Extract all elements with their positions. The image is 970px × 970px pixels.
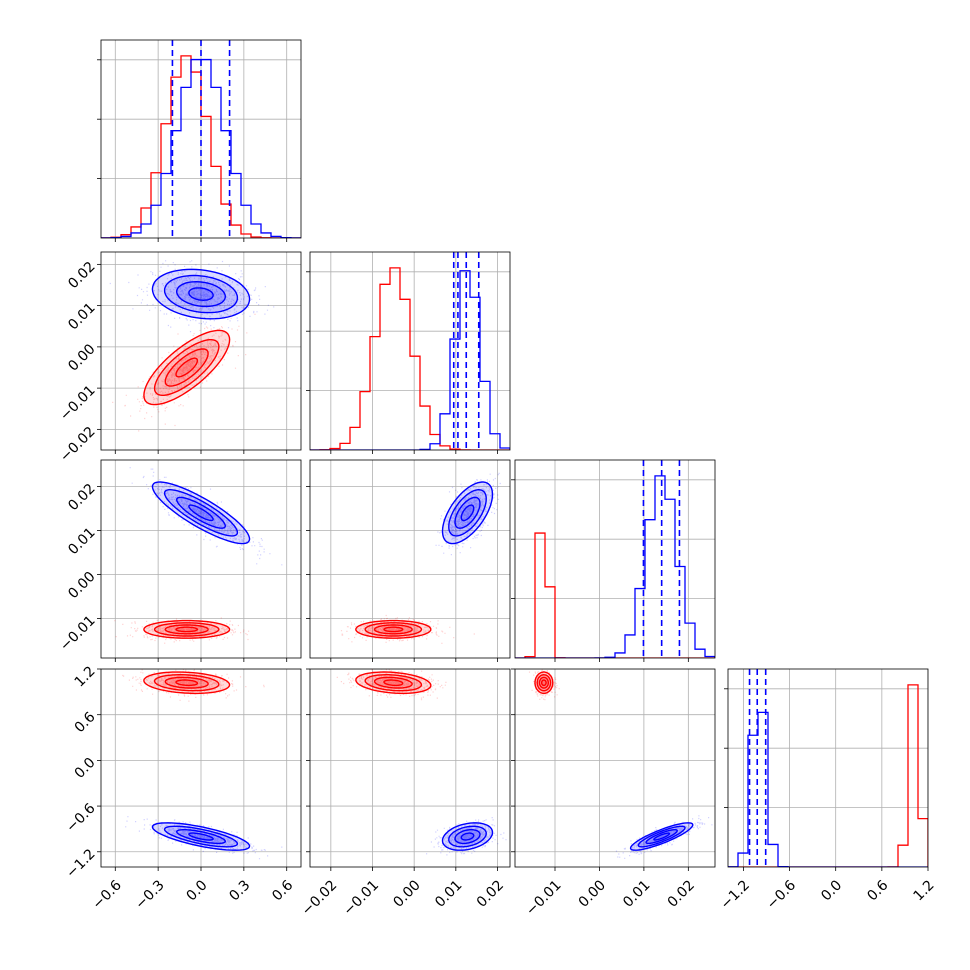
- x-tick-label: 1.2: [911, 877, 938, 904]
- x-tick-label: −0.01: [340, 877, 382, 919]
- y-tick-label: 0.02: [65, 259, 98, 292]
- contour-series-0-level-2: [373, 676, 413, 689]
- contour-series-0-level-2: [538, 676, 549, 689]
- y-tick-label: −0.6: [63, 800, 98, 835]
- x-tick-label: −1.2: [718, 877, 753, 912]
- contour-series-1-level-1: [163, 825, 239, 848]
- x-tick-label: −0.3: [132, 877, 167, 912]
- x-tick-label: −0.02: [299, 877, 341, 919]
- x-tick-label: 0.02: [665, 877, 698, 910]
- contour-series-1-level-3: [460, 832, 475, 841]
- y-tick-label: 0.0: [72, 755, 99, 782]
- contour-series-0-level-3: [383, 679, 404, 687]
- y-tick-label: 0.01: [65, 300, 98, 333]
- contour-series-0-level-2: [373, 624, 413, 635]
- contour-series-1-level-1: [163, 489, 239, 537]
- contour-series-0-level-2: [164, 348, 209, 387]
- y-tick-label: −0.01: [57, 613, 99, 655]
- x-tick-label: 0.0: [184, 877, 211, 904]
- panel-frame: [514, 668, 716, 868]
- scatter-series-1: [129, 467, 283, 566]
- x-tick-label: 0.02: [474, 877, 507, 910]
- panel-3-2: −0.01 0.00 0.01 0.02: [511, 668, 716, 919]
- contour-series-1-level-0: [151, 268, 251, 320]
- x-tick-label: −0.6: [90, 877, 125, 912]
- y-tick-label: 0.6: [72, 709, 99, 736]
- panel-frame: [309, 251, 511, 451]
- panel-frame: [309, 459, 511, 659]
- y-tick-label: −0.02: [57, 424, 99, 466]
- contour-series-0-level-2: [164, 624, 209, 635]
- histogram-series-1: [101, 58, 301, 238]
- panel-frame: [727, 668, 929, 868]
- scatter-series-1: [125, 816, 283, 860]
- x-tick-label: 0.3: [226, 877, 253, 904]
- contour-series-0-level-1: [153, 339, 220, 396]
- scatter-series-1: [426, 817, 507, 856]
- contour-series-1-level-0: [441, 481, 494, 545]
- x-tick-label: −0.01: [523, 877, 565, 919]
- histogram-series-1: [515, 475, 715, 658]
- contour-series-1-level-0: [441, 822, 494, 851]
- contour-series-0-level-2: [164, 676, 209, 689]
- contour-series-0-level-3: [175, 626, 199, 633]
- y-tick-label: 0.01: [65, 525, 98, 558]
- contour-series-1-level-0: [151, 822, 251, 851]
- histogram-series-0: [515, 532, 715, 658]
- panel-3-0: −0.6 −0.3 0.0 0.3 0.6−1.2−0.60.00.61.2: [63, 663, 302, 913]
- y-tick-label: 0.00: [65, 569, 98, 602]
- x-tick-label: 0.0: [818, 877, 845, 904]
- panel-2-0: −0.01 0.00 0.01 0.02: [57, 459, 302, 662]
- scatter-series-1: [109, 260, 275, 333]
- y-tick-label: 1.2: [72, 663, 99, 690]
- panel-frame: [309, 668, 511, 868]
- contour-series-1-level-3: [188, 287, 214, 302]
- contour-series-0-level-3: [383, 626, 404, 633]
- panel-0-0: [97, 39, 302, 242]
- contour-series-0-level-3: [175, 357, 199, 378]
- contour-series-0-level-3: [175, 679, 199, 687]
- panel-1-0: −0.02−0.01 0.00 0.01 0.02: [57, 251, 302, 466]
- x-tick-label: 0.00: [576, 877, 609, 910]
- contour-series-1-level-3: [188, 832, 214, 841]
- contour-series-1-level-3: [188, 504, 214, 522]
- x-tick-label: 0.6: [269, 877, 296, 904]
- contour-series-1-level-1: [448, 488, 487, 537]
- y-tick-label: 0.00: [65, 341, 98, 374]
- y-tick-label: 0.02: [65, 481, 98, 514]
- x-tick-label: 0.6: [864, 877, 891, 904]
- x-tick-label: 0.00: [390, 877, 423, 910]
- contour-series-1-level-3: [460, 504, 475, 522]
- contour-series-1-level-2: [454, 496, 481, 529]
- contour-series-0-level-0: [355, 671, 432, 695]
- y-tick-label: −1.2: [63, 846, 98, 881]
- y-tick-label: −0.01: [57, 382, 99, 424]
- x-tick-label: 0.01: [620, 877, 653, 910]
- contour-series-0-level-0: [143, 329, 231, 406]
- panel-2-2: [511, 459, 716, 662]
- panel-1-1: [306, 251, 511, 454]
- scatter-series-0: [114, 617, 250, 644]
- contour-series-1-level-2: [175, 280, 227, 308]
- histogram-series-0: [728, 684, 928, 867]
- panel-frame: [514, 459, 716, 659]
- panel-3-3: −1.2 −0.6 0.0 0.6 1.2: [718, 668, 938, 913]
- contour-series-1-level-3: [653, 832, 671, 841]
- scatter-series-0: [112, 313, 256, 432]
- x-tick-label: −0.6: [764, 877, 799, 912]
- contour-series-1-level-2: [454, 829, 481, 845]
- contour-series-0-level-3: [541, 679, 547, 687]
- x-tick-label: 0.01: [432, 877, 465, 910]
- contour-series-1-level-0: [151, 481, 251, 545]
- histogram-series-1: [310, 270, 510, 450]
- contour-series-1-level-1: [637, 825, 686, 848]
- panel-2-1: [306, 459, 511, 662]
- panel-3-1: −0.02 −0.01 0.00 0.01 0.02: [299, 668, 511, 919]
